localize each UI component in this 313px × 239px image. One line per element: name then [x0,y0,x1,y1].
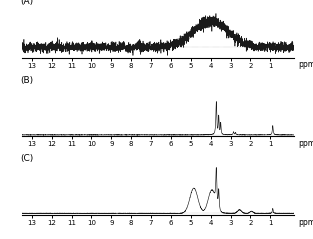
Text: ppm: ppm [298,60,313,69]
Text: ppm: ppm [298,218,313,227]
Text: ppm: ppm [298,139,313,148]
Text: (A): (A) [21,0,34,6]
Text: (C): (C) [21,154,34,163]
Text: (B): (B) [21,76,34,85]
